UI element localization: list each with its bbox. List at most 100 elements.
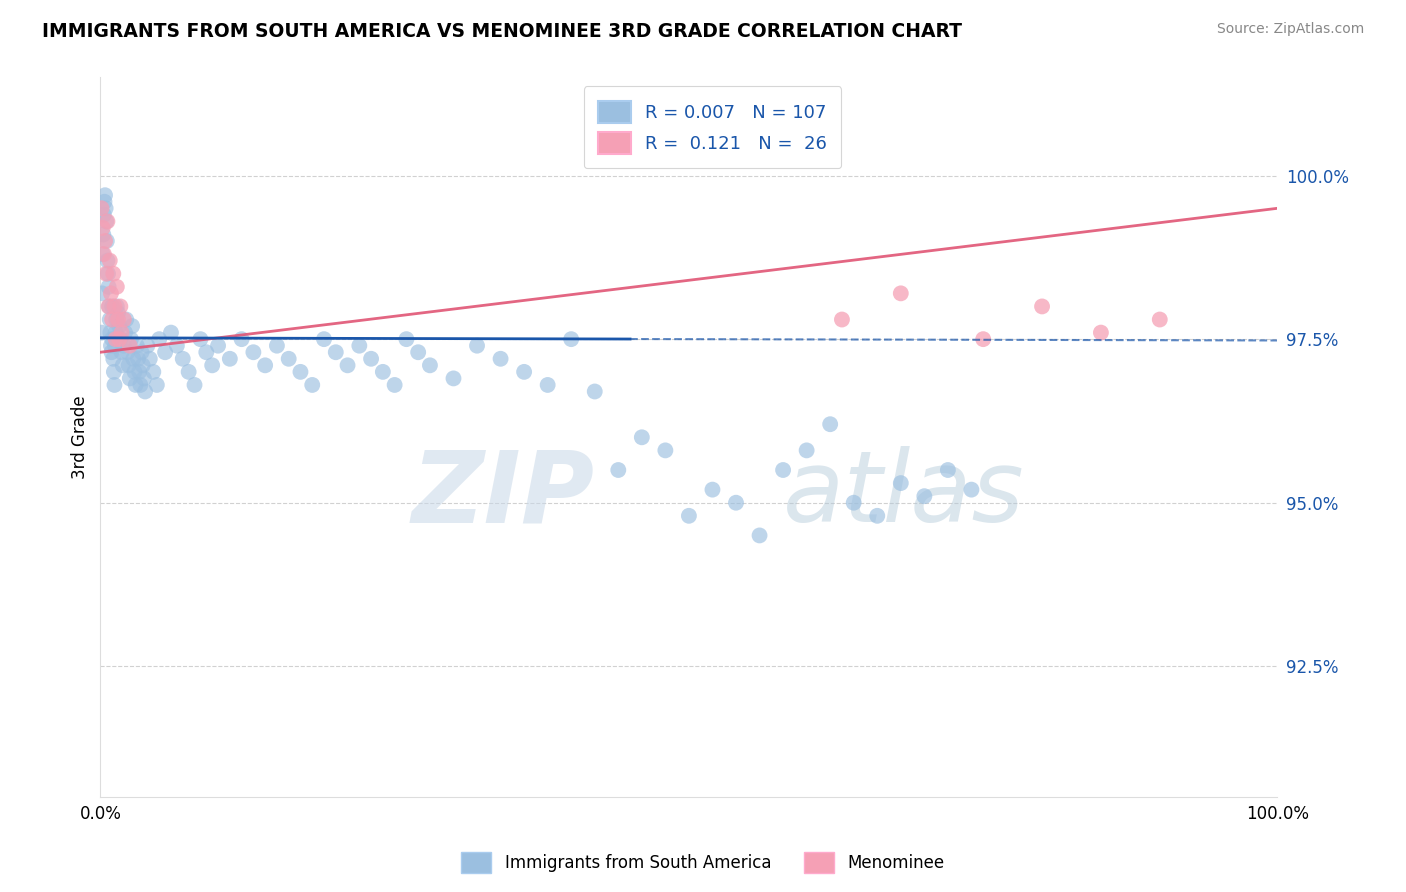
Point <box>103 267 125 281</box>
Point <box>108 332 131 346</box>
Point <box>117 359 139 373</box>
Point <box>132 371 155 385</box>
Point <box>172 351 194 366</box>
Legend: Immigrants from South America, Menominee: Immigrants from South America, Menominee <box>454 846 952 880</box>
Point <box>96 267 118 281</box>
Point <box>724 496 747 510</box>
Point <box>103 300 125 314</box>
Point <box>702 483 724 497</box>
Point <box>125 339 148 353</box>
Point <box>96 214 118 228</box>
Point <box>105 280 128 294</box>
Point <box>266 339 288 353</box>
Point <box>94 202 117 216</box>
Point <box>101 312 124 326</box>
Point <box>111 359 134 373</box>
Y-axis label: 3rd Grade: 3rd Grade <box>72 395 89 479</box>
Point <box>105 312 128 326</box>
Point <box>115 312 138 326</box>
Point <box>91 247 114 261</box>
Point <box>97 267 120 281</box>
Point <box>100 345 122 359</box>
Point <box>866 508 889 523</box>
Text: ZIP: ZIP <box>412 446 595 543</box>
Point <box>90 202 112 216</box>
Point <box>818 417 841 432</box>
Point <box>395 332 418 346</box>
Point <box>128 365 150 379</box>
Point <box>118 371 141 385</box>
Point <box>419 359 441 373</box>
Point <box>146 378 169 392</box>
Point <box>100 339 122 353</box>
Point <box>118 339 141 353</box>
Point <box>100 286 122 301</box>
Point <box>97 300 120 314</box>
Point <box>360 351 382 366</box>
Point <box>103 378 125 392</box>
Point <box>607 463 630 477</box>
Point <box>117 345 139 359</box>
Point <box>108 319 131 334</box>
Point <box>110 300 132 314</box>
Point <box>91 221 114 235</box>
Point <box>101 300 124 314</box>
Point <box>166 339 188 353</box>
Point <box>93 208 115 222</box>
Point <box>134 384 156 399</box>
Point <box>654 443 676 458</box>
Point <box>583 384 606 399</box>
Point <box>277 351 299 366</box>
Point <box>325 345 347 359</box>
Point <box>110 332 132 346</box>
Point <box>129 378 152 392</box>
Text: IMMIGRANTS FROM SOUTH AMERICA VS MENOMINEE 3RD GRADE CORRELATION CHART: IMMIGRANTS FROM SOUTH AMERICA VS MENOMIN… <box>42 22 962 41</box>
Point <box>93 194 115 209</box>
Point <box>101 332 124 346</box>
Point <box>91 227 114 242</box>
Point <box>121 319 143 334</box>
Point <box>96 214 118 228</box>
Point <box>301 378 323 392</box>
Point <box>107 306 129 320</box>
Point <box>103 351 125 366</box>
Legend: R = 0.007   N = 107, R =  0.121   N =  26: R = 0.007 N = 107, R = 0.121 N = 26 <box>583 87 841 169</box>
Point <box>796 443 818 458</box>
Point <box>96 253 118 268</box>
Point <box>177 365 200 379</box>
Point <box>98 326 121 340</box>
Point <box>120 332 142 346</box>
Point <box>772 463 794 477</box>
Point <box>537 378 560 392</box>
Point <box>890 286 912 301</box>
Point <box>98 312 121 326</box>
Point <box>406 345 429 359</box>
Point <box>94 188 117 202</box>
Point <box>190 332 212 346</box>
Point <box>153 345 176 359</box>
Point <box>936 463 959 477</box>
Point <box>231 332 253 346</box>
Point <box>831 312 853 326</box>
Point <box>96 234 118 248</box>
Point <box>112 312 135 326</box>
Point <box>183 378 205 392</box>
Point <box>148 332 170 346</box>
Point <box>489 351 512 366</box>
Point <box>122 351 145 366</box>
Text: Source: ZipAtlas.com: Source: ZipAtlas.com <box>1216 22 1364 37</box>
Point <box>112 339 135 353</box>
Point <box>97 280 120 294</box>
Point <box>207 339 229 353</box>
Point <box>960 483 983 497</box>
Point <box>110 326 132 340</box>
Point <box>384 378 406 392</box>
Point <box>1149 312 1171 326</box>
Point <box>630 430 652 444</box>
Point <box>972 332 994 346</box>
Point <box>336 359 359 373</box>
Point <box>465 339 488 353</box>
Point <box>748 528 770 542</box>
Point <box>890 476 912 491</box>
Point <box>91 286 114 301</box>
